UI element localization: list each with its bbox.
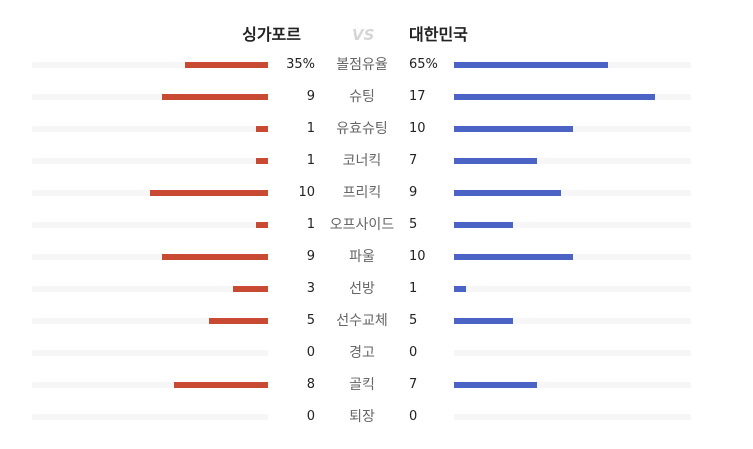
- home-bar: [256, 126, 268, 132]
- away-value: 17: [409, 89, 426, 104]
- home-value: 35%: [286, 57, 315, 72]
- home-value: 1: [306, 217, 315, 232]
- home-bar-track: [32, 62, 268, 68]
- stat-row: 1 유효슈팅 10: [0, 119, 753, 139]
- away-value: 5: [409, 217, 418, 232]
- home-bar-track: [32, 286, 268, 292]
- stat-label: 오프사이드: [329, 217, 395, 233]
- home-bar-track: [32, 382, 268, 388]
- stat-row: 35% 볼점유율 65%: [0, 55, 753, 75]
- away-bar-track: [454, 126, 691, 132]
- away-value: 10: [409, 121, 426, 136]
- home-value: 1: [306, 121, 315, 136]
- away-value: 10: [409, 249, 426, 264]
- stat-label: 경고: [349, 345, 375, 361]
- away-value: 7: [409, 153, 418, 168]
- home-value: 1: [306, 153, 315, 168]
- home-bar: [185, 62, 268, 68]
- vs-label: VS: [352, 26, 375, 44]
- home-bar: [209, 318, 268, 324]
- away-bar-track: [454, 414, 691, 420]
- stat-label: 볼점유율: [336, 57, 388, 73]
- home-bar-track: [32, 158, 268, 164]
- away-value: 5: [409, 313, 418, 328]
- match-header: 싱가포르 VS 대한민국: [0, 22, 753, 48]
- home-value: 9: [306, 249, 315, 264]
- stat-label: 코너킥: [342, 153, 382, 169]
- away-bar-track: [454, 254, 691, 260]
- home-bar-track: [32, 254, 268, 260]
- away-bar-track: [454, 318, 691, 324]
- stat-label: 프리킥: [342, 185, 382, 201]
- home-bar: [256, 158, 268, 164]
- stat-row: 5 선수교체 5: [0, 311, 753, 331]
- home-bar-track: [32, 414, 268, 420]
- away-value: 7: [409, 377, 418, 392]
- home-value: 0: [306, 409, 315, 424]
- stat-row: 1 오프사이드 5: [0, 215, 753, 235]
- home-bar-track: [32, 350, 268, 356]
- stat-label: 슈팅: [349, 89, 375, 105]
- away-bar: [454, 190, 561, 196]
- stat-row: 10 프리킥 9: [0, 183, 753, 203]
- away-value: 1: [409, 281, 418, 296]
- stat-row: 1 코너킥 7: [0, 151, 753, 171]
- stat-label: 파울: [349, 249, 375, 265]
- away-bar-track: [454, 286, 691, 292]
- home-bar: [162, 94, 268, 100]
- away-bar: [454, 318, 513, 324]
- home-value: 5: [306, 313, 315, 328]
- away-bar-track: [454, 382, 691, 388]
- away-bar: [454, 254, 573, 260]
- stat-row: 9 슈팅 17: [0, 87, 753, 107]
- away-bar: [454, 126, 573, 132]
- away-bar: [454, 158, 537, 164]
- away-bar: [454, 94, 655, 100]
- stat-row: 0 퇴장 0: [0, 407, 753, 427]
- home-value: 10: [298, 185, 315, 200]
- away-bar-track: [454, 94, 691, 100]
- stat-row: 9 파울 10: [0, 247, 753, 267]
- home-value: 3: [306, 281, 315, 296]
- stat-label: 유효슈팅: [336, 121, 388, 137]
- away-bar: [454, 222, 513, 228]
- home-bar: [162, 254, 268, 260]
- stat-row: 8 골킥 7: [0, 375, 753, 395]
- home-bar-track: [32, 126, 268, 132]
- home-bar-track: [32, 222, 268, 228]
- stat-label: 선수교체: [336, 313, 388, 329]
- away-bar-track: [454, 222, 691, 228]
- away-value: 65%: [409, 57, 438, 72]
- away-value: 0: [409, 409, 418, 424]
- home-bar-track: [32, 94, 268, 100]
- away-bar: [454, 62, 608, 68]
- home-value: 0: [306, 345, 315, 360]
- away-bar: [454, 382, 537, 388]
- home-bar: [174, 382, 268, 388]
- home-bar-track: [32, 190, 268, 196]
- home-bar: [256, 222, 268, 228]
- away-bar-track: [454, 62, 691, 68]
- stat-label: 퇴장: [349, 409, 375, 425]
- away-bar: [454, 286, 466, 292]
- home-bar: [233, 286, 268, 292]
- home-bar-track: [32, 318, 268, 324]
- away-bar-track: [454, 190, 691, 196]
- stat-label: 골킥: [349, 377, 375, 393]
- away-value: 9: [409, 185, 418, 200]
- away-team-name: 대한민국: [409, 25, 468, 44]
- stat-row: 0 경고 0: [0, 343, 753, 363]
- away-value: 0: [409, 345, 418, 360]
- away-bar-track: [454, 350, 691, 356]
- home-bar: [150, 190, 268, 196]
- home-value: 8: [306, 377, 315, 392]
- away-bar-track: [454, 158, 691, 164]
- home-value: 9: [306, 89, 315, 104]
- stat-label: 선방: [349, 281, 375, 297]
- stat-row: 3 선방 1: [0, 279, 753, 299]
- home-team-name: 싱가포르: [242, 25, 301, 44]
